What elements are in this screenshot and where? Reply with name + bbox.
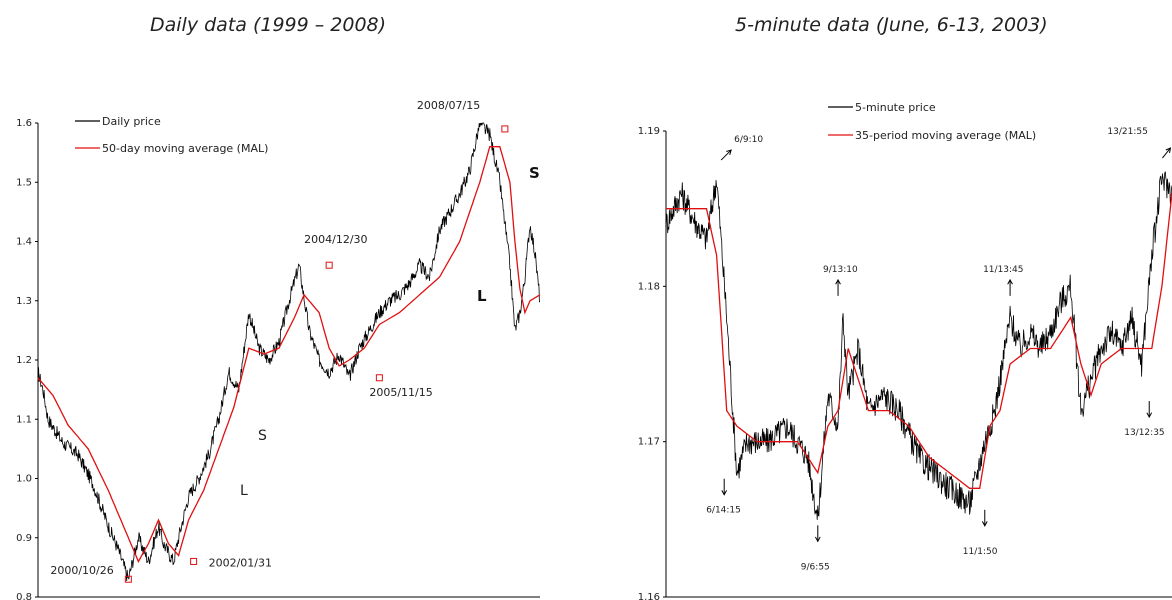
daily-extreme-marker [325, 261, 333, 269]
min5-time-label: 9/6:55 [801, 562, 830, 572]
min5-arrow-head [1007, 278, 1013, 285]
daily-signal-label: L [477, 287, 487, 305]
daily-ytick-label: 0.8 [16, 592, 32, 600]
min5-arrow-head [814, 536, 821, 543]
daily-date-label: 2008/07/15 [417, 99, 480, 112]
min5-arrow-head [835, 278, 841, 285]
daily-ytick-label: 1.3 [16, 296, 32, 307]
daily-legend-ma-label: 50-day moving average (MAL) [102, 142, 268, 155]
min5-ytick-label: 1.18 [638, 281, 660, 292]
daily-ytick-label: 1.0 [16, 474, 32, 485]
min5-time-label: 6/14:15 [706, 506, 741, 516]
min5-arrow-head [1165, 147, 1172, 154]
daily-date-label: 2000/10/26 [50, 564, 113, 577]
daily-ytick-label: 1.5 [16, 177, 32, 188]
daily-ytick-label: 1.1 [16, 414, 32, 425]
min5-time-label: 13/12:35 [1124, 428, 1164, 438]
min5-ma-line [666, 193, 1172, 489]
daily-ytick-label: 1.4 [16, 237, 32, 248]
min5-arrow-head [981, 521, 988, 527]
min5-price-line [665, 171, 1172, 520]
min5-ytick-label: 1.17 [638, 437, 660, 448]
daily-legend-price-label: Daily price [102, 115, 161, 128]
daily-extreme-marker [190, 557, 198, 565]
min5-time-label: 6/9:10 [734, 135, 763, 145]
daily-ytick-label: 1.6 [16, 118, 32, 129]
daily-date-label: 2005/11/15 [369, 386, 432, 399]
min5-arrow-head [726, 149, 732, 156]
min5-annotation-arrow [720, 149, 732, 161]
min5-time-label: 11/13:45 [983, 265, 1023, 275]
min5-time-label: 11/1:50 [963, 547, 998, 557]
daily-extreme-marker [375, 374, 383, 382]
daily-extreme-marker [124, 575, 132, 583]
min5-legend-price-label: 5-minute price [855, 101, 936, 114]
daily-date-label: 2002/01/31 [209, 556, 272, 569]
min5-annotation-arrow [1162, 147, 1171, 159]
daily-signal-label: L [240, 483, 248, 499]
min5-legend-ma-label: 35-period moving average (MAL) [855, 129, 1036, 142]
daily-ytick-label: 0.9 [16, 533, 32, 544]
min5-arrow-head [721, 490, 728, 496]
left-chart-title: Daily data (1999 – 2008) [150, 14, 387, 36]
min5-time-label: 9/13:10 [823, 265, 858, 275]
daily-date-label: 2004/12/30 [304, 233, 367, 246]
daily-price-line [37, 122, 541, 582]
daily-signal-label: S [529, 164, 540, 182]
min5-ytick-label: 1.16 [638, 592, 660, 600]
min5-ytick-label: 1.19 [638, 126, 660, 137]
daily-signal-label: S [258, 428, 267, 444]
min5-arrow-head [1146, 412, 1153, 419]
min5-time-label: 13/21:55 [1107, 127, 1147, 137]
daily-ytick-label: 1.2 [16, 355, 32, 366]
right-chart-title: 5-minute data (June, 6-13, 2003) [735, 14, 1048, 36]
daily-ma-line [37, 146, 541, 563]
daily-extreme-marker [501, 125, 509, 133]
